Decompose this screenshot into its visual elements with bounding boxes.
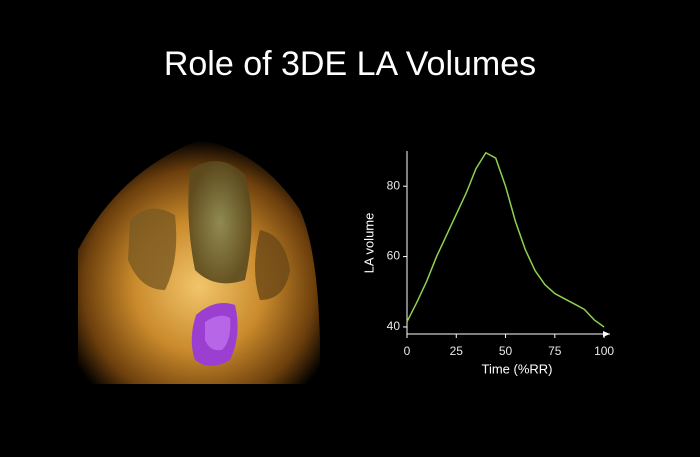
y-tick-label: 40	[387, 319, 401, 333]
x-tick-label: 25	[450, 344, 464, 358]
line	[406, 152, 605, 328]
x-tick-label: 75	[548, 344, 562, 358]
x-axis-arrow	[603, 331, 610, 337]
y-tick-label: 60	[387, 249, 401, 263]
slide-title: Role of 3DE LA Volumes	[164, 45, 536, 83]
x-axis-label: Time (%RR)	[481, 361, 552, 376]
x-tick-label: 0	[404, 344, 411, 358]
x-tick-label: 100	[594, 344, 614, 358]
echo-image	[78, 140, 321, 384]
x-tick-label: 50	[499, 344, 513, 358]
y-tick-label: 80	[387, 178, 401, 192]
y-axis-label: LA volume	[361, 213, 376, 274]
